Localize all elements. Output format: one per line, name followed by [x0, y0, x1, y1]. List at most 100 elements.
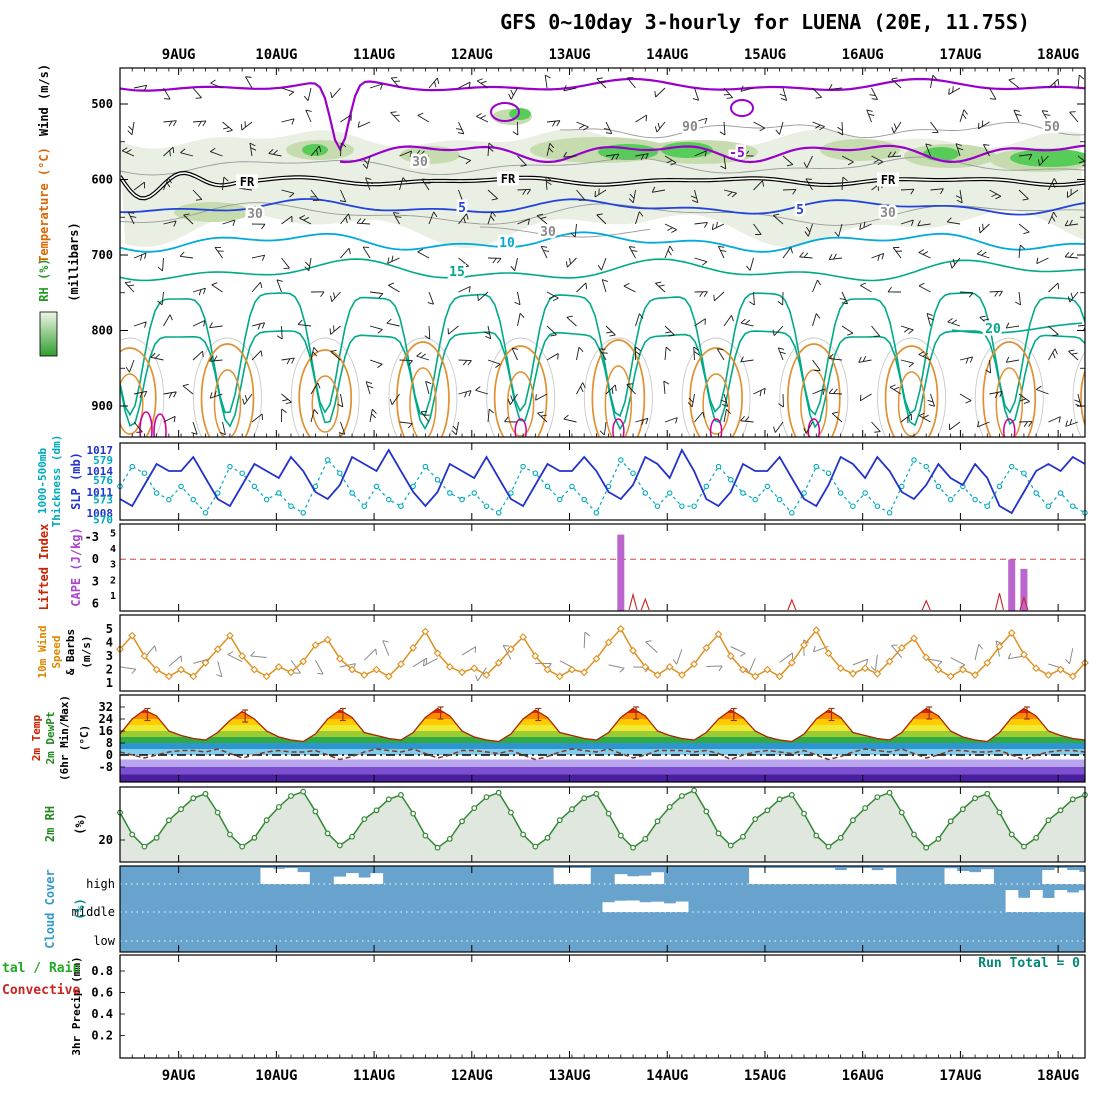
wind-barb-flick — [822, 388, 825, 395]
wind-barb-flick — [611, 388, 614, 395]
wind-barb — [183, 214, 194, 225]
wind-barb-flick — [869, 94, 876, 96]
freezing-level-label: FR — [501, 172, 516, 186]
cape-tick-label: 1 — [110, 591, 116, 602]
axis-label-p8-convective: Convective — [2, 983, 80, 998]
wind-barb-flick — [361, 218, 366, 224]
wind-barb — [340, 247, 350, 259]
thickness-marker — [214, 490, 221, 496]
rh-marker — [385, 796, 392, 803]
wind-barb — [772, 215, 784, 225]
wind-barb-flick — [536, 213, 544, 217]
wind-barb-flick — [955, 195, 962, 199]
cloud-patch — [1054, 890, 1068, 912]
wind-barb — [417, 115, 430, 123]
thickness-tick-label: 573 — [93, 494, 113, 507]
wind-barb — [871, 87, 878, 100]
wind-speed-marker — [995, 642, 1004, 651]
cloud-patch — [810, 868, 823, 884]
thickness-marker — [850, 503, 856, 509]
wind-barb-flick — [463, 217, 466, 224]
wind-barb — [251, 350, 262, 361]
wind-barb-flick — [599, 348, 606, 350]
wind-barb-flick — [704, 222, 708, 228]
wind-barb-flick — [467, 360, 472, 366]
rh-marker — [373, 807, 380, 814]
wind-barb — [281, 189, 295, 194]
contour-label: 30 — [247, 207, 263, 222]
wind-barb — [281, 393, 292, 403]
wind-barb-flick — [1054, 82, 1056, 89]
wind-barb-flick — [488, 147, 494, 152]
rh-marker — [691, 787, 698, 794]
wind-barb-flick — [720, 165, 727, 170]
wind-barb — [192, 87, 202, 99]
wind-barb — [209, 359, 223, 362]
wind-barb-flick — [615, 153, 620, 160]
wind-barb — [1048, 178, 1055, 191]
wind-barb-flick — [693, 346, 700, 351]
wind-barb-flick — [969, 356, 974, 363]
wind-barb — [740, 359, 754, 363]
wind-barb-flick — [1053, 211, 1058, 218]
slp-tick-label: 1011 — [87, 486, 114, 499]
wind-speed-marker — [299, 657, 308, 666]
wind-speed-marker — [287, 668, 295, 677]
wind-barb — [807, 223, 813, 237]
wind-barb-flick — [1068, 349, 1075, 352]
panel-border — [119, 67, 1086, 438]
wind-barb-flick — [940, 188, 944, 195]
wind-barb-flick — [667, 249, 672, 256]
t2m-band — [120, 708, 1085, 713]
wind-barb — [458, 121, 465, 135]
wind-barb-flick — [667, 227, 673, 231]
wind-barb-flick — [963, 109, 968, 115]
wind-barb-flick — [260, 282, 263, 289]
wind-barb-flick — [514, 301, 521, 306]
axis-label-p1_mb: (millibars) — [67, 222, 81, 301]
wind-barb-flick — [213, 355, 218, 362]
rh-marker — [459, 818, 465, 825]
thickness-marker — [1008, 463, 1015, 470]
wind-barb-flick — [606, 331, 613, 334]
date-label-top: 14AUG — [646, 47, 688, 63]
wind-barb-flick — [578, 124, 585, 129]
wind-barb — [133, 84, 147, 89]
wind-barb — [601, 279, 607, 293]
wind-barb — [458, 390, 472, 395]
temp-contour-minus5 — [339, 144, 1085, 164]
cloud-patch — [358, 877, 371, 884]
slp-tick-label: 1017 — [87, 444, 114, 457]
rh-marker — [740, 833, 746, 840]
wind-barb-flick — [1069, 252, 1074, 258]
wind-barb — [340, 114, 352, 123]
wind-barb-flick — [223, 176, 229, 182]
wind-barb-flick — [154, 353, 160, 359]
wind-barb-flick — [792, 189, 797, 195]
wind-barb-flick — [1005, 356, 1010, 363]
wind-barb — [540, 246, 548, 259]
wind-barb-flick — [288, 91, 295, 96]
wind-barb — [576, 382, 584, 395]
wind-barb-flick — [375, 648, 378, 655]
wind-barb — [209, 325, 223, 329]
wind-barb-flick — [937, 661, 943, 667]
wind-barb — [977, 421, 990, 428]
wind-speed-marker — [653, 671, 662, 679]
wind-barb — [1018, 291, 1021, 305]
wind-barb-flick — [720, 399, 727, 403]
wind-barb — [779, 652, 793, 663]
wind-barb-flick — [452, 425, 458, 431]
wind-barb-flick — [777, 300, 783, 306]
wind-barb — [605, 121, 613, 134]
wind-speed-marker — [836, 664, 845, 673]
wind-barb — [544, 75, 548, 89]
wind-barb-flick — [541, 245, 548, 248]
wind-barb-flick — [477, 294, 479, 301]
wind-barb — [918, 415, 931, 423]
wind-barb — [714, 291, 725, 302]
wind-barb — [959, 109, 965, 123]
wind-barb — [458, 189, 464, 203]
wind-speed-marker — [726, 652, 735, 660]
